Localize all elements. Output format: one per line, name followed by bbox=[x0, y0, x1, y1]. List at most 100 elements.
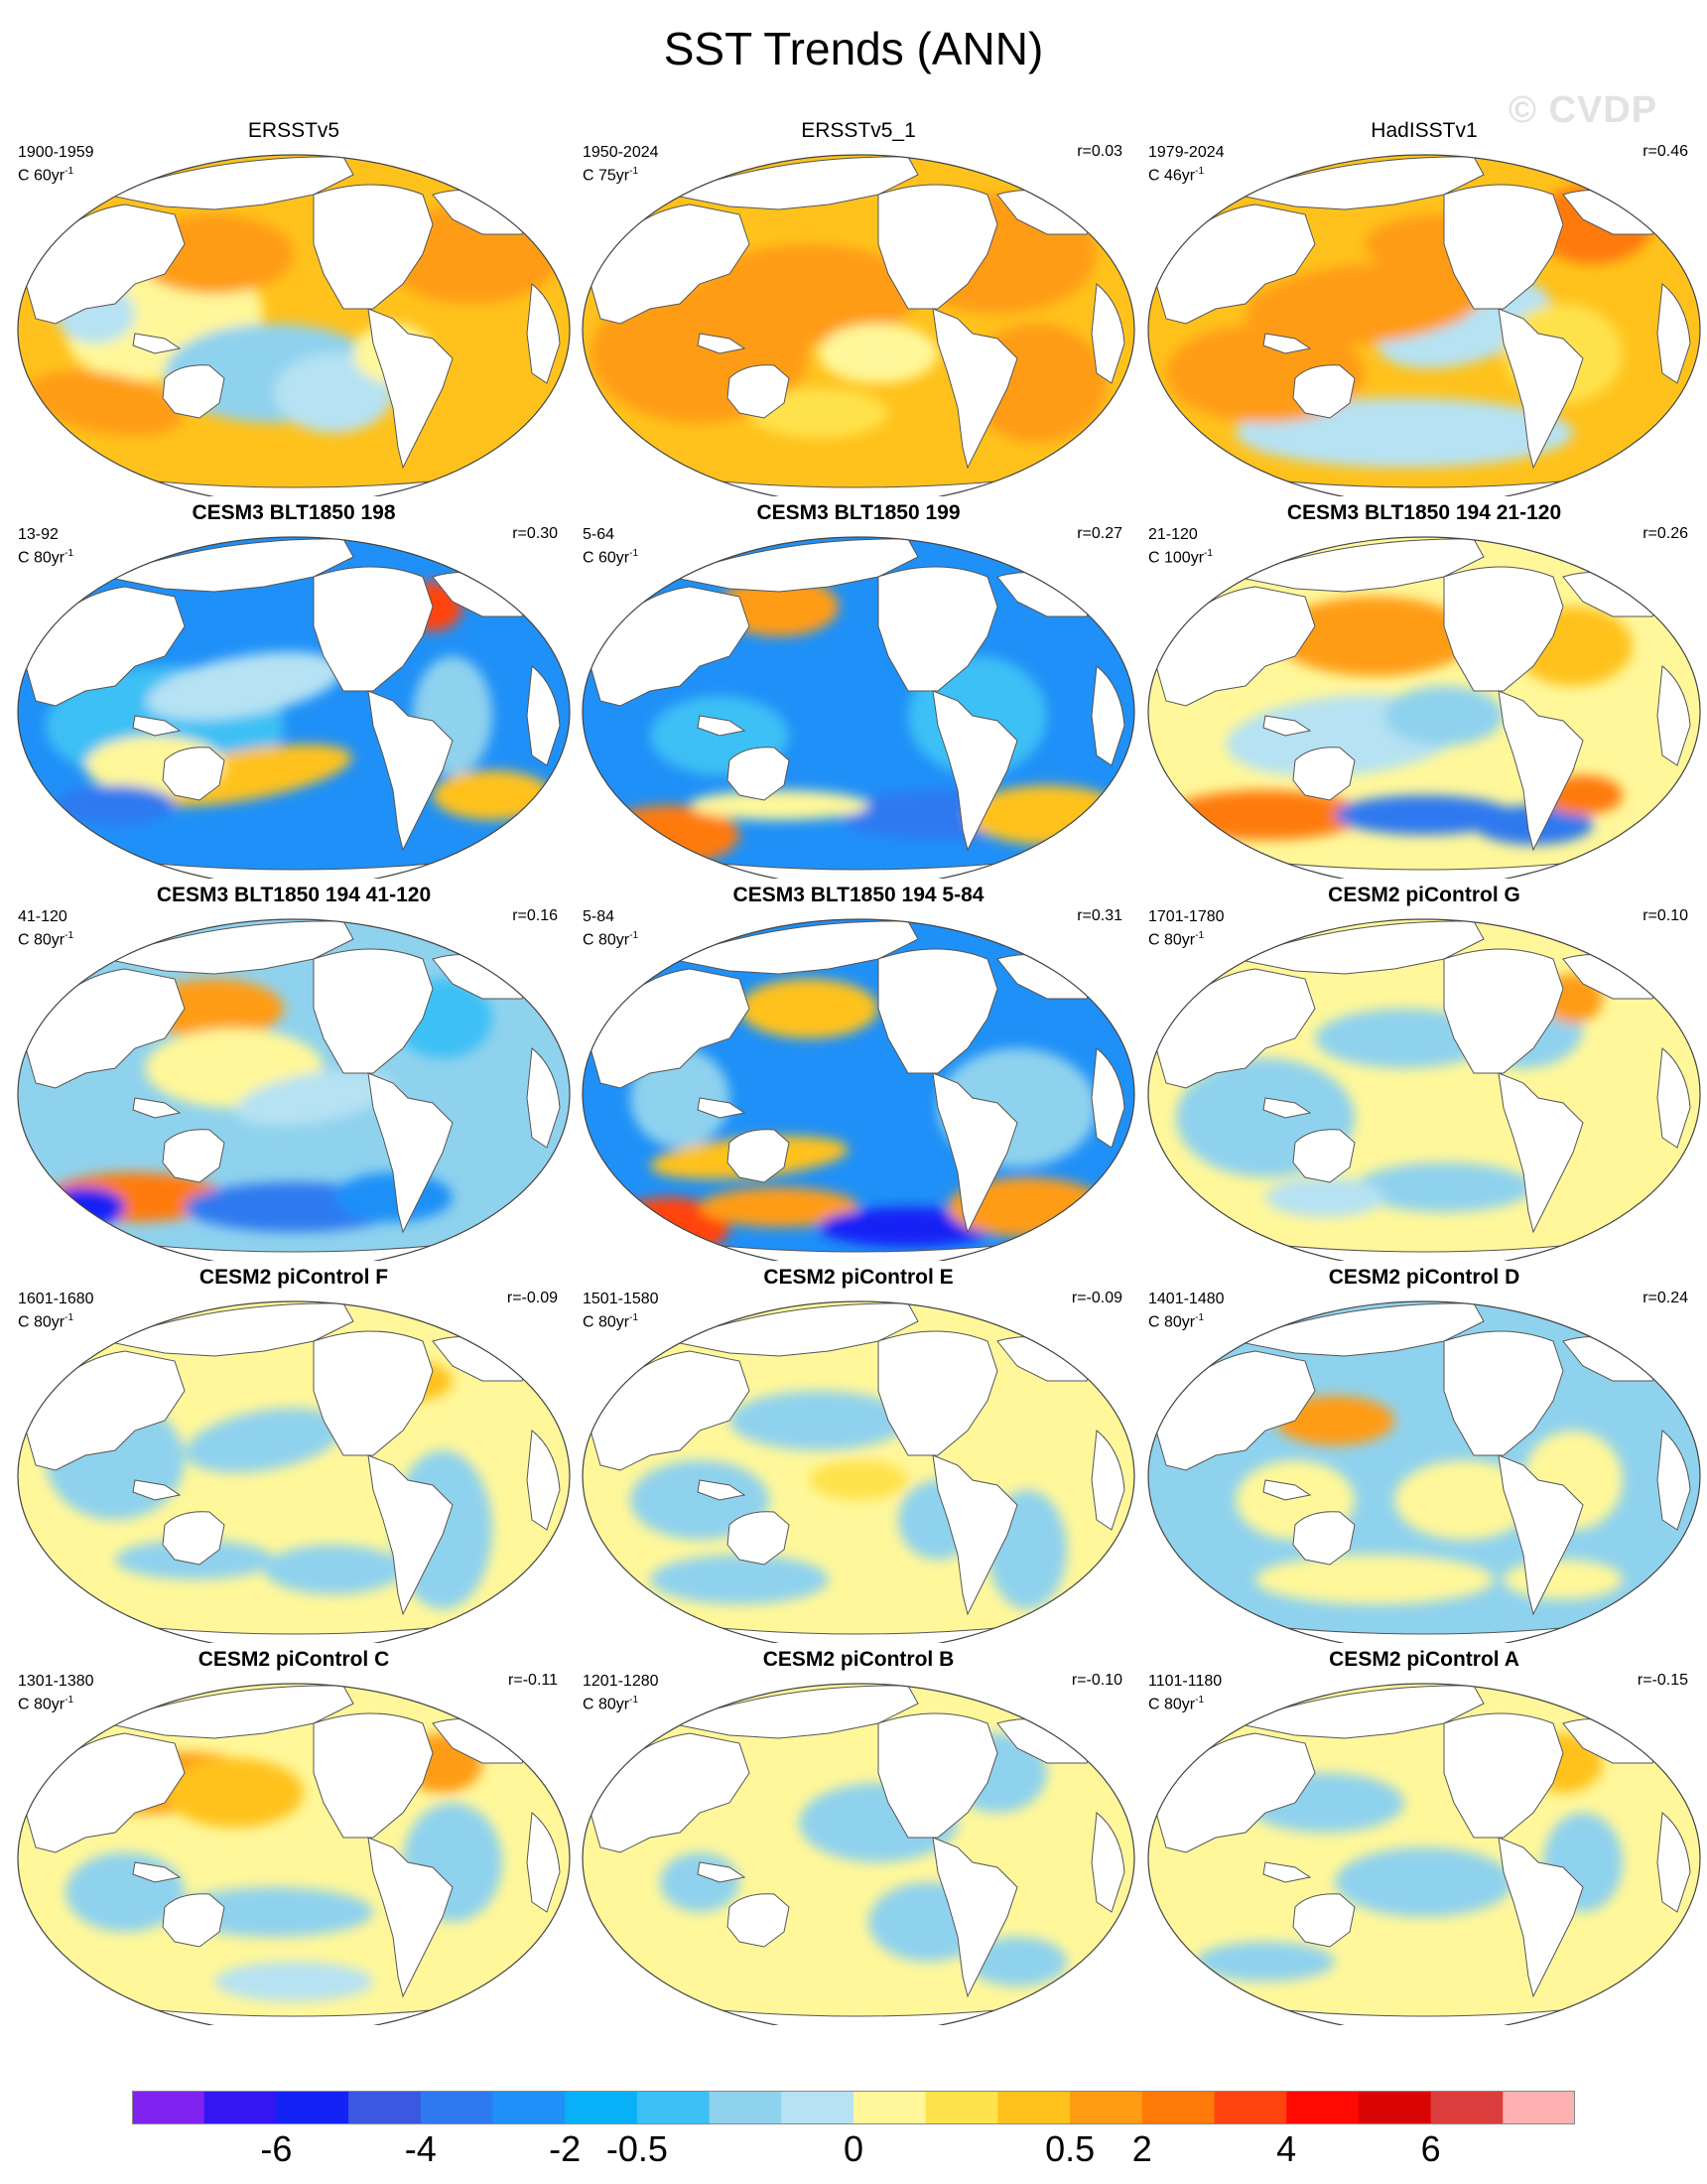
map-boundary bbox=[582, 1683, 1135, 2025]
colorbar-tick-label: -2 bbox=[549, 2128, 582, 2169]
land-mass bbox=[1091, 1430, 1125, 1531]
panel-period: 41-120 bbox=[18, 908, 67, 925]
trend-anomaly bbox=[1504, 1560, 1623, 1599]
trend-anomaly bbox=[27, 370, 184, 436]
panel-units: C 80yr-1 bbox=[1148, 930, 1205, 949]
map-boundary bbox=[1147, 1300, 1701, 1643]
land-mass bbox=[162, 1511, 225, 1566]
land-mass bbox=[1443, 948, 1564, 1074]
map-boundary bbox=[1147, 918, 1701, 1261]
colorbar-segment bbox=[565, 2091, 638, 2124]
figure-title: SST Trends (ANN) bbox=[663, 23, 1044, 74]
panel-period: 1201-1280 bbox=[583, 1673, 659, 1690]
pattern-correlation: r=0.26 bbox=[1642, 525, 1688, 542]
panel-title: CESM3 BLT1850 194 5-84 bbox=[732, 884, 985, 906]
panel-units: C 80yr-1 bbox=[18, 548, 74, 567]
colorbar-segment bbox=[854, 2091, 927, 2124]
panel-period: 1601-1680 bbox=[18, 1291, 94, 1307]
panel-title: ERSSTv5 bbox=[247, 119, 340, 142]
pattern-correlation: r=-0.09 bbox=[1071, 1290, 1122, 1306]
trend-anomaly bbox=[165, 1758, 304, 1828]
land-mass bbox=[726, 1511, 790, 1566]
panel-units: C 80yr-1 bbox=[583, 930, 639, 949]
colorbar-segment bbox=[132, 2091, 205, 2124]
land-mass bbox=[1498, 1454, 1584, 1616]
land-mass bbox=[697, 1097, 746, 1119]
panel-title: CESM2 piControl E bbox=[763, 1266, 954, 1289]
trend-anomaly bbox=[700, 244, 918, 343]
map-boundary bbox=[1147, 154, 1701, 496]
land-mass bbox=[1498, 1072, 1584, 1234]
panel-period-units: 1501-1580 C 80yr-1 bbox=[583, 1290, 659, 1331]
colorbar-segment bbox=[203, 2091, 277, 2124]
land-mass bbox=[1292, 364, 1356, 419]
panel-units: C 80yr-1 bbox=[1148, 1695, 1205, 1713]
panel-period-units: 1701-1780 C 80yr-1 bbox=[1148, 907, 1225, 949]
land-mass bbox=[313, 184, 434, 310]
panel-units: C 80yr-1 bbox=[18, 930, 74, 949]
panel-units: C 80yr-1 bbox=[1148, 1312, 1205, 1331]
pattern-correlation: r=-0.09 bbox=[506, 1290, 558, 1306]
panel-title: CESM3 BLT1850 199 bbox=[756, 501, 961, 524]
colorbar-segment bbox=[276, 2091, 349, 2124]
map-panel: CESM2 piControl C 1301-1380 C 80yr-1 r=-0.1… bbox=[16, 1648, 572, 2025]
land-mass bbox=[313, 948, 434, 1074]
panel-period-units: 5-64 C 60yr-1 bbox=[583, 525, 638, 567]
sst-trend-map bbox=[1147, 1300, 1701, 1643]
panel-title: CESM2 piControl D bbox=[1328, 1266, 1520, 1289]
colorbar-segment bbox=[925, 2091, 998, 2124]
trend-anomaly bbox=[214, 1962, 373, 2001]
trend-anomaly bbox=[630, 1460, 769, 1540]
panel-units: C 46yr-1 bbox=[1148, 166, 1205, 185]
land-mass bbox=[1262, 333, 1312, 354]
trend-anomaly bbox=[1196, 1942, 1335, 1981]
panel-title: ERSSTv5_1 bbox=[801, 119, 916, 142]
sst-trend-map bbox=[17, 1300, 571, 1643]
land-mass bbox=[526, 665, 561, 766]
map-boundary bbox=[582, 154, 1135, 496]
trend-anomaly bbox=[433, 770, 552, 820]
sst-trend-map bbox=[17, 154, 571, 496]
colorbar-segment bbox=[1430, 2091, 1504, 2124]
pattern-correlation: r=0.03 bbox=[1077, 143, 1122, 160]
colorbar bbox=[132, 2091, 1575, 2124]
colorbar-segment bbox=[1358, 2091, 1432, 2124]
land-mass bbox=[367, 1454, 454, 1616]
land-mass bbox=[526, 283, 561, 384]
land-mass bbox=[132, 715, 182, 737]
pattern-correlation: r=-0.10 bbox=[1071, 1672, 1122, 1689]
land-mass bbox=[1262, 1479, 1312, 1501]
map-panel: HadISSTv1 1979-2024 C 46yr-1 r=0.46 bbox=[1146, 119, 1702, 496]
sst-trend-map bbox=[17, 1683, 571, 2025]
map-panel: CESM3 BLT1850 199 5-64 C 60yr-1 r=0.27 bbox=[581, 501, 1136, 879]
land-mass bbox=[697, 1479, 746, 1501]
trend-anomaly bbox=[1255, 1555, 1494, 1604]
panel-period: 5-84 bbox=[583, 908, 615, 925]
trend-anomaly bbox=[1384, 686, 1504, 746]
trend-anomaly bbox=[630, 1048, 729, 1148]
land-mass bbox=[132, 333, 182, 354]
trend-anomaly bbox=[1265, 1177, 1384, 1217]
land-mass bbox=[1498, 690, 1584, 852]
sst-trend-map bbox=[582, 918, 1135, 1261]
map-boundary bbox=[17, 154, 571, 496]
land-mass bbox=[1656, 1047, 1691, 1149]
land-mass bbox=[1656, 283, 1691, 384]
panel-period-units: 5-84 C 80yr-1 bbox=[583, 907, 638, 949]
sst-trend-map bbox=[17, 536, 571, 879]
panel-units: C 80yr-1 bbox=[583, 1312, 639, 1331]
land-mass bbox=[932, 1837, 1018, 1998]
sst-trend-map bbox=[1147, 918, 1701, 1261]
land-mass bbox=[726, 1129, 790, 1183]
land-mass bbox=[1498, 1837, 1584, 1998]
map-boundary bbox=[582, 536, 1135, 879]
panel-title: CESM2 piControl F bbox=[198, 1266, 389, 1289]
panel-title: CESM3 BLT1850 194 41-120 bbox=[156, 884, 432, 906]
land-mass bbox=[1091, 283, 1125, 384]
map-boundary bbox=[17, 918, 571, 1261]
map-panel: CESM3 BLT1850 194 41-120 41-120 C 80yr-1 r=… bbox=[16, 884, 572, 1261]
panel-title: HadISSTv1 bbox=[1371, 119, 1478, 142]
map-panel: CESM2 piControl D 1401-1480 C 80yr-1 r=0.24 bbox=[1146, 1266, 1702, 1643]
land-mass bbox=[313, 1712, 434, 1839]
colorbar-segment bbox=[781, 2091, 854, 2124]
